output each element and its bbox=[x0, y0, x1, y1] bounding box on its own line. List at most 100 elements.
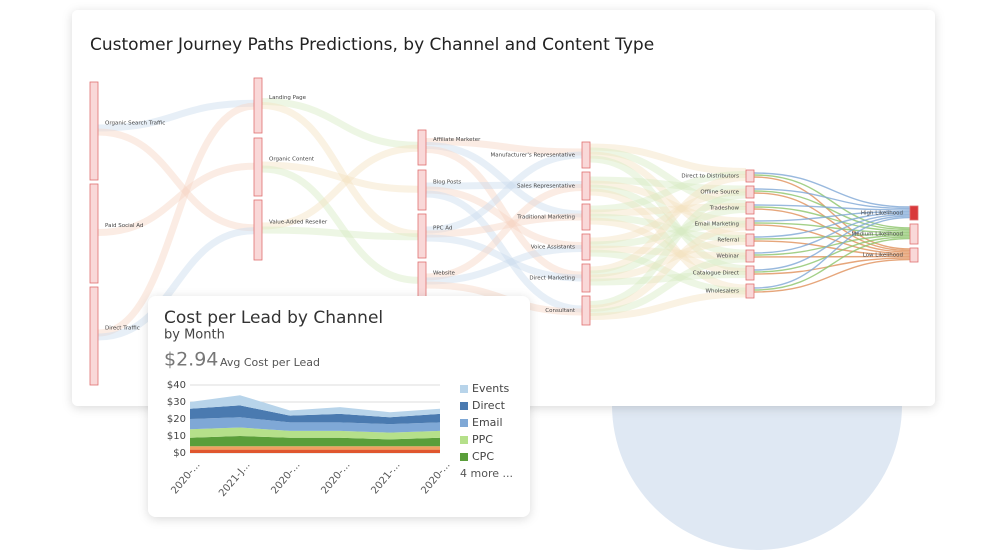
sankey-link bbox=[97, 128, 255, 232]
sankey-node-label: Blog Posts bbox=[433, 180, 461, 186]
sankey-link bbox=[425, 181, 583, 190]
sankey-node bbox=[253, 199, 263, 261]
sankey-link bbox=[589, 188, 747, 245]
sankey-link bbox=[425, 190, 583, 313]
sankey-node-label: Website bbox=[433, 271, 456, 277]
sankey-node-label: Webinar bbox=[716, 254, 739, 260]
sankey-link bbox=[589, 217, 747, 275]
sankey-node-label: High Likelihood bbox=[861, 211, 903, 217]
sankey-link bbox=[753, 216, 911, 289]
area-series bbox=[190, 436, 440, 447]
sankey-node bbox=[89, 183, 99, 284]
sankey-node-label: Email Marketing bbox=[695, 222, 739, 228]
sankey-link bbox=[753, 174, 911, 229]
sankey-link bbox=[753, 206, 911, 232]
sankey-link bbox=[589, 155, 747, 272]
chart-subtitle: by Month bbox=[164, 328, 225, 343]
sankey-node bbox=[745, 233, 755, 247]
sankey-node-label: Consultant bbox=[545, 308, 576, 314]
sankey-link bbox=[425, 151, 583, 234]
sankey-link bbox=[589, 245, 747, 260]
sankey-node bbox=[581, 295, 591, 326]
legend-label: Direct bbox=[472, 399, 506, 412]
sankey-node-label: Paid Social Ad bbox=[105, 223, 143, 229]
sankey-node bbox=[581, 141, 591, 169]
sankey-node bbox=[745, 249, 755, 263]
legend-label: Email bbox=[472, 416, 503, 429]
sankey-node bbox=[253, 77, 263, 134]
area-series bbox=[190, 417, 440, 433]
sankey-node-label: Low Likelihood bbox=[863, 253, 903, 259]
sankey-node bbox=[745, 201, 755, 215]
legend-swatch bbox=[460, 385, 468, 393]
sankey-link bbox=[589, 176, 747, 193]
sankey-link bbox=[753, 257, 911, 275]
sankey-link bbox=[261, 161, 419, 193]
sankey-node bbox=[745, 217, 755, 231]
sankey-node bbox=[745, 185, 755, 199]
sankey-link bbox=[589, 271, 747, 286]
sankey-link bbox=[753, 215, 911, 271]
sankey-node-label: Tradeshow bbox=[709, 206, 740, 212]
sankey-node bbox=[89, 286, 99, 386]
sankey-link bbox=[589, 206, 747, 278]
sankey-link bbox=[589, 188, 747, 292]
chart-title: Cost per Lead by Channel bbox=[164, 308, 383, 328]
sankey-node bbox=[417, 213, 427, 259]
sankey-link bbox=[753, 258, 911, 293]
sankey-link bbox=[589, 290, 747, 320]
sankey-link bbox=[753, 234, 911, 256]
kpi-label: Avg Cost per Lead bbox=[220, 356, 320, 369]
sankey-node bbox=[909, 205, 919, 221]
sankey-node-label: Value-Added Reseller bbox=[269, 220, 328, 226]
sankey-link bbox=[589, 174, 747, 274]
sankey-node-label: Organic Search Traffic bbox=[105, 121, 165, 127]
sankey-node-label: Direct to Distributors bbox=[681, 174, 739, 180]
sankey-link bbox=[753, 204, 911, 211]
sankey-node-label: Offline Source bbox=[700, 190, 739, 196]
legend-label: PPC bbox=[472, 433, 493, 446]
sankey-link bbox=[261, 98, 419, 149]
sankey-node-label: Direct Traffic bbox=[105, 326, 140, 332]
sankey-link bbox=[97, 99, 255, 132]
sankey-link bbox=[753, 233, 911, 240]
kpi-value: $2.94 bbox=[164, 349, 218, 371]
sankey-link bbox=[97, 102, 255, 337]
legend-swatch bbox=[460, 436, 468, 444]
sankey-node bbox=[745, 265, 755, 281]
sankey-node-label: Traditional Marketing bbox=[516, 215, 575, 221]
sankey-node bbox=[909, 223, 919, 245]
sankey-node bbox=[581, 203, 591, 231]
sankey-node-label: Manufacturer's Representative bbox=[490, 153, 575, 159]
sankey-link bbox=[753, 176, 911, 250]
sankey-node-label: Affiliate Marketer bbox=[433, 137, 481, 143]
y-tick-label: $30 bbox=[167, 397, 186, 408]
legend-label: CPC bbox=[472, 450, 494, 463]
sankey-node bbox=[909, 247, 919, 263]
sankey-link bbox=[589, 143, 747, 175]
sankey-link bbox=[425, 186, 583, 249]
sankey-link bbox=[753, 212, 911, 238]
legend-swatch bbox=[460, 453, 468, 461]
sankey-link bbox=[589, 255, 747, 316]
y-tick-label: $20 bbox=[167, 414, 186, 425]
legend-more: 4 more ... bbox=[460, 467, 513, 480]
sankey-link bbox=[261, 226, 419, 241]
legend-swatch bbox=[460, 402, 468, 410]
sankey-link bbox=[261, 102, 419, 238]
sankey-link bbox=[753, 213, 911, 254]
sankey-node bbox=[417, 261, 427, 301]
sankey-link bbox=[589, 147, 747, 207]
sankey-link bbox=[589, 249, 747, 295]
sankey-link bbox=[589, 220, 747, 249]
sankey-link bbox=[589, 171, 747, 213]
sankey-node-label: Medium Likelihood bbox=[852, 232, 903, 238]
sankey-link bbox=[97, 227, 255, 341]
sankey-node-label: Sales Representative bbox=[517, 184, 576, 190]
sankey-link bbox=[261, 165, 419, 284]
sankey-link bbox=[753, 255, 911, 258]
sankey-node-label: PPC Ad bbox=[433, 226, 452, 232]
sankey-link bbox=[425, 184, 583, 281]
sankey-node bbox=[745, 283, 755, 299]
